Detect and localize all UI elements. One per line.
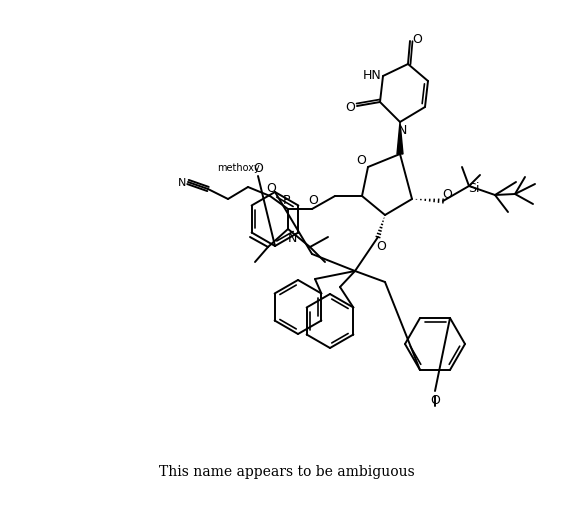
Text: O: O xyxy=(266,181,276,194)
Text: methoxy: methoxy xyxy=(216,163,259,173)
Text: O: O xyxy=(308,194,318,207)
Text: P: P xyxy=(282,194,290,207)
Text: This name appears to be ambiguous: This name appears to be ambiguous xyxy=(159,464,415,478)
Text: N: N xyxy=(178,178,186,188)
Text: N: N xyxy=(397,124,407,137)
Text: O: O xyxy=(345,100,355,113)
Text: O: O xyxy=(442,187,452,200)
Text: N: N xyxy=(288,232,297,245)
Text: O: O xyxy=(253,161,263,174)
Text: O: O xyxy=(430,394,440,407)
Text: Si: Si xyxy=(468,181,480,194)
Text: HN: HN xyxy=(363,68,381,81)
Text: O: O xyxy=(356,154,366,167)
Polygon shape xyxy=(397,123,403,155)
Text: O: O xyxy=(376,240,386,253)
Text: O: O xyxy=(412,32,422,45)
